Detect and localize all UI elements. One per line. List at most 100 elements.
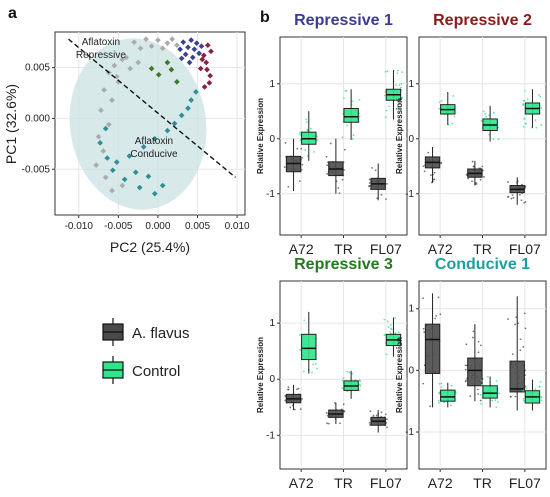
box-jitter-point	[517, 322, 520, 325]
box-jitter-point	[385, 353, 388, 356]
box-jitter-point	[351, 372, 354, 375]
pca-point-teal	[121, 176, 128, 183]
box-jitter-point	[385, 418, 388, 421]
box-rect	[301, 333, 317, 361]
box-plot-panels: -1 0 1 Repressive 1 Relative Expression A72 TR…	[256, 12, 547, 491]
box-x-tick-label: A72	[428, 241, 453, 257]
pca-point-grey	[109, 187, 115, 194]
box-jitter-point	[524, 201, 527, 203]
box-jitter-point	[383, 318, 386, 321]
box-jitter-point	[480, 402, 482, 405]
box-jitter-point	[343, 148, 346, 151]
box-jitter-point	[284, 142, 287, 144]
box-jitter-point	[400, 96, 403, 99]
pca-point-teal	[185, 105, 191, 112]
legend-label-aflavus: A. flavus	[132, 325, 190, 342]
box-jitter-point	[369, 410, 372, 413]
box-x-tick-label: FL07	[370, 241, 402, 257]
legend: A. flavus Control	[102, 318, 190, 384]
box-jitter-point	[368, 178, 371, 181]
box-jitter-point	[368, 184, 371, 187]
pca-point-teal	[97, 139, 103, 146]
pca-point-teal	[171, 120, 178, 127]
pca-x-tick-labels: -0.010 -0.005 0.000 0.005 0.010	[65, 215, 250, 232]
box-jitter-point	[435, 314, 438, 317]
box-jitter-point	[511, 353, 514, 356]
pca-point-teal	[109, 167, 116, 174]
box-y-tick-label: 0	[408, 365, 414, 376]
box-jitter-point	[495, 406, 498, 409]
pca-point-grey	[93, 162, 99, 169]
box-jitter-point	[433, 178, 436, 181]
box-jitter-point	[539, 381, 542, 383]
box-x-tick-label: A72	[428, 475, 453, 491]
box-jitter-point	[358, 98, 361, 101]
box-jitter-point	[495, 380, 498, 382]
box-y-tick-label: 1	[269, 79, 275, 90]
box-jitter-point	[394, 317, 397, 319]
box-jitter-point	[480, 379, 483, 382]
box-jitter-point	[300, 168, 303, 171]
box-y-tick-label: 0	[269, 134, 275, 145]
box-jitter-point	[388, 105, 390, 108]
box-jitter-point	[304, 149, 307, 151]
pca-x-tick-label: 0.010	[225, 221, 250, 232]
box-panel-title: Repressive 2	[433, 12, 532, 29]
box-jitter-point	[465, 343, 468, 346]
box-jitter-point	[359, 380, 362, 382]
pca-point-teal	[104, 155, 111, 161]
box-jitter-point	[486, 376, 489, 378]
legend-item-control: Control	[102, 356, 180, 384]
box-jitter-point	[494, 399, 497, 402]
box-jitter-point	[372, 414, 375, 417]
box-jitter-point	[289, 406, 292, 409]
box-jitter-point	[316, 367, 318, 370]
pca-point-teal	[151, 190, 158, 197]
box-jitter-point	[472, 165, 475, 168]
box-jitter-point	[492, 111, 495, 114]
box-jitter-point	[438, 382, 441, 385]
box-y-tick-label: -1	[266, 189, 275, 200]
pca-x-tick-label: 0.000	[145, 221, 170, 232]
pca-point-grey	[111, 62, 118, 69]
box-jitter-point	[358, 115, 361, 118]
pca-point-red	[204, 66, 210, 73]
box-jitter-point	[438, 101, 441, 104]
box-rect	[440, 389, 456, 402]
pca-point-green	[168, 66, 175, 73]
box-jitter-point	[422, 165, 425, 168]
pca-point-grey	[119, 182, 126, 189]
pca-point-teal	[113, 159, 120, 165]
box-jitter-point	[496, 401, 499, 404]
box-jitter-point	[396, 72, 399, 75]
box-jitter-point	[522, 126, 525, 128]
box-x-tick-label: FL07	[509, 475, 541, 491]
box-jitter-point	[480, 383, 483, 386]
box-jitter-point	[465, 379, 468, 382]
box-jitter-point	[385, 198, 387, 201]
box-jitter-point	[422, 382, 425, 385]
box-jitter-point	[306, 155, 309, 157]
box-jitter-point	[299, 133, 301, 136]
box-jitter-point	[523, 399, 525, 402]
box-jitter-point	[348, 371, 351, 374]
box-jitter-point	[316, 138, 319, 141]
box-jitter-point	[299, 408, 302, 410]
box-jitter-point	[511, 194, 514, 196]
box-jitter-point	[374, 169, 377, 172]
box-jitter-point	[510, 197, 513, 200]
box-jitter-point	[526, 98, 529, 101]
pca-point-grey	[106, 121, 112, 128]
pca-point-teal	[151, 135, 158, 142]
box-jitter-point	[338, 192, 341, 195]
box-jitter-point	[384, 333, 387, 336]
box-jitter-point	[422, 327, 425, 330]
box-jitter-point	[540, 123, 543, 126]
box-x-tick-label: TR	[473, 241, 492, 257]
box-jitter-point	[535, 126, 538, 129]
box-jitter-point	[342, 403, 345, 406]
box-jitter-point	[314, 362, 317, 365]
box-jitter-point	[329, 142, 332, 145]
pca-annotation-text: Aflatoxin	[135, 136, 173, 147]
box-y-tick-label: -1	[405, 427, 414, 438]
